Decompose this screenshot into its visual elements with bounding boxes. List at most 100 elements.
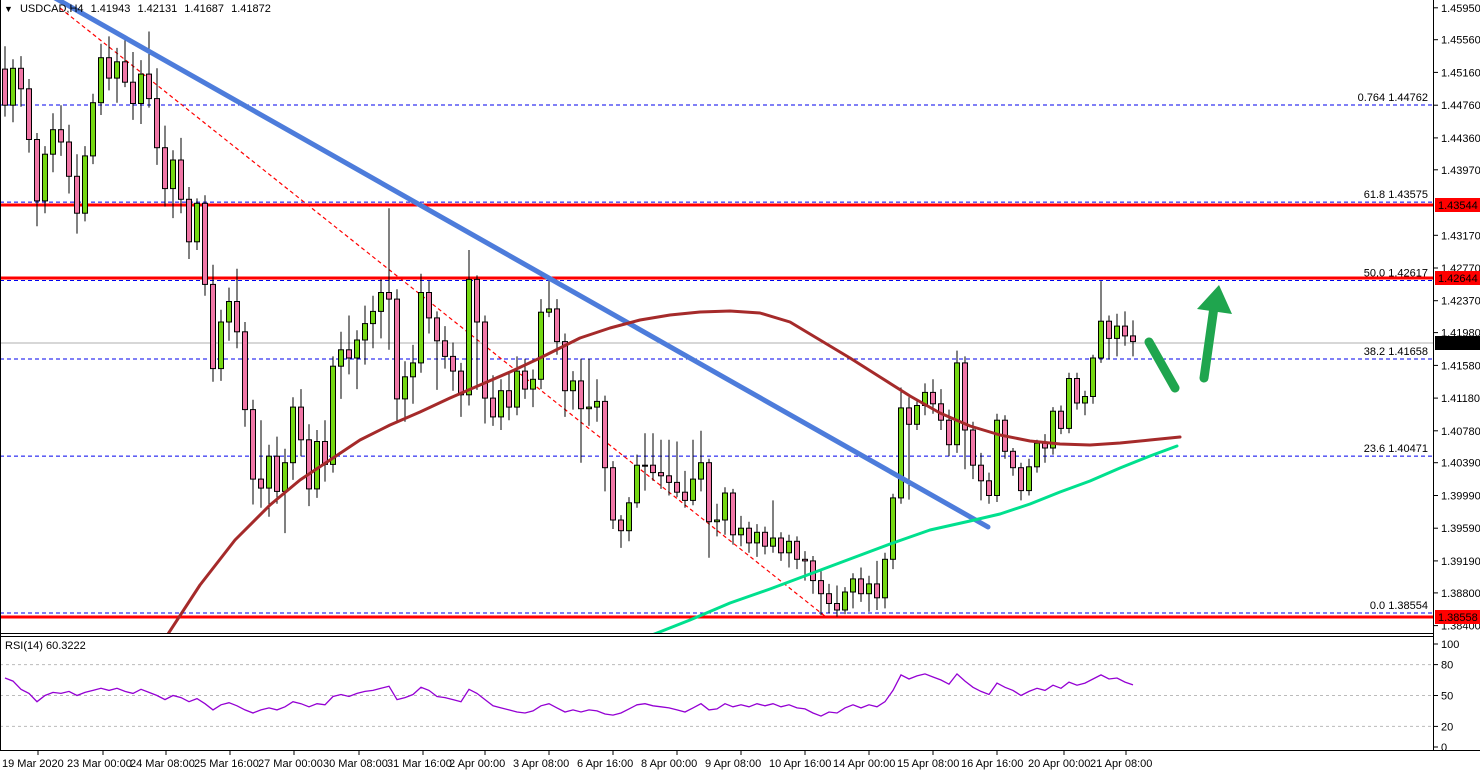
rsi-indicator-panel[interactable]: RSI(14) 60.3222 <box>0 637 1434 750</box>
panel-splitter[interactable] <box>0 634 1480 637</box>
candle <box>114 47 120 103</box>
symbol-timeframe: USDCAD,H4 <box>19 3 84 15</box>
ohlc-high: 1.42131 <box>137 3 178 15</box>
candle <box>1058 405 1064 435</box>
candle <box>122 39 128 88</box>
price-tag: 1.41872 <box>1435 336 1480 350</box>
candle <box>242 322 248 427</box>
price-axis-label: 1.39190 <box>1441 556 1480 568</box>
price-axis-svg: 1.45950 1.45560 1.45160 1.44760 1.44360 1.439… <box>1434 3 1480 750</box>
price-axis-label: 1.39990 <box>1441 491 1480 503</box>
candle <box>1026 458 1032 496</box>
candle <box>698 430 704 492</box>
candle <box>330 356 336 473</box>
candle <box>298 389 304 457</box>
candle <box>618 515 624 548</box>
candle <box>922 383 928 416</box>
candle <box>1018 462 1024 501</box>
candle <box>962 356 968 470</box>
candle <box>562 333 568 417</box>
candle <box>898 387 904 504</box>
price-tag: 1.42644 <box>1435 271 1480 285</box>
candle <box>738 515 744 547</box>
price-axis-label: 1.41180 <box>1441 393 1480 405</box>
horizontal-levels[interactable] <box>0 203 1434 619</box>
candle <box>2 46 8 117</box>
time-axis-label: 24 Mar 08:00 <box>130 758 195 770</box>
price-tag: 1.38558 <box>1435 610 1480 624</box>
svg-text:50: 50 <box>1441 691 1453 703</box>
ohlc-open: 1.41943 <box>90 3 131 15</box>
svg-text:100: 100 <box>1441 639 1459 651</box>
time-axis-label: 8 Apr 00:00 <box>641 758 697 770</box>
candle <box>250 399 256 505</box>
candle <box>538 299 544 390</box>
candle <box>450 342 456 391</box>
candle <box>994 413 1000 502</box>
rsi-level-lines <box>0 664 1434 727</box>
price-axis[interactable]: 1.45950 1.45560 1.45160 1.44760 1.44360 1.439… <box>1433 0 1480 750</box>
candle <box>138 60 144 124</box>
candle <box>858 567 864 602</box>
candle <box>938 389 944 430</box>
fib-level-label: 38.2 1.41658 <box>1364 346 1428 358</box>
candle <box>754 524 760 557</box>
svg-text:1.41872: 1.41872 <box>1438 338 1478 350</box>
fib-level-label: 23.6 1.40471 <box>1364 443 1428 455</box>
main-chart-area[interactable]: 0.764 1.44762 61.8 1.43575 50.0 1.42617 38.… <box>0 0 1434 634</box>
candle <box>1010 448 1016 476</box>
candle <box>346 315 352 375</box>
fib-level-label: 61.8 1.43575 <box>1364 189 1428 201</box>
time-axis-label: 31 Mar 16:00 <box>387 758 452 770</box>
candle <box>162 125 168 207</box>
candle <box>706 458 712 558</box>
candle <box>258 420 264 508</box>
candle <box>466 250 472 406</box>
candle <box>490 375 496 426</box>
bullish-arrow[interactable] <box>1144 285 1232 393</box>
candle <box>170 150 176 219</box>
candle <box>850 573 856 609</box>
candle <box>730 488 736 545</box>
rsi-indicator-label: RSI(14) 60.3222 <box>5 640 86 652</box>
candle <box>882 552 888 609</box>
candle <box>66 124 72 194</box>
candle <box>970 421 976 480</box>
candle <box>778 532 784 561</box>
blue-downtrend-line[interactable] <box>53 0 991 530</box>
candle <box>290 397 296 480</box>
time-axis-label: 9 Apr 08:00 <box>705 758 761 770</box>
svg-text:1.38558: 1.38558 <box>1438 612 1478 624</box>
candle <box>226 287 232 341</box>
price-axis-label: 1.40390 <box>1441 458 1480 470</box>
candle <box>842 587 848 615</box>
candle <box>530 369 536 408</box>
price-axis-label: 1.44360 <box>1441 133 1480 145</box>
candle <box>674 441 680 498</box>
candle <box>210 264 216 382</box>
candle <box>986 472 992 504</box>
candle <box>554 299 560 355</box>
candle <box>378 279 384 339</box>
candle <box>682 470 688 508</box>
candle <box>610 461 616 529</box>
red-dashed-downtrend-line[interactable] <box>59 7 827 618</box>
time-axis[interactable]: 19 Mar 2020 23 Mar 00:00 24 Mar 08:00 25 Ma… <box>0 750 1480 774</box>
chart-ohlc-header: ▼ USDCAD,H4 1.41943 1.42131 1.41687 1.41… <box>4 3 275 15</box>
candle <box>338 331 344 399</box>
candles-series <box>2 31 1136 617</box>
candle <box>18 56 24 107</box>
candle <box>514 356 520 416</box>
candle <box>1074 372 1080 410</box>
candle <box>90 93 96 165</box>
ohlc-low: 1.41687 <box>184 3 225 15</box>
time-axis-label: 14 Apr 00:00 <box>833 758 895 770</box>
collapse-icon[interactable]: ▼ <box>4 4 13 14</box>
time-axis-label: 21 Apr 08:00 <box>1090 758 1152 770</box>
time-axis-label: 19 Mar 2020 <box>2 758 64 770</box>
time-axis-label: 20 Apr 00:00 <box>1028 758 1090 770</box>
price-axis-label: 1.43170 <box>1441 230 1480 242</box>
candle <box>586 358 592 426</box>
candle <box>434 311 440 390</box>
